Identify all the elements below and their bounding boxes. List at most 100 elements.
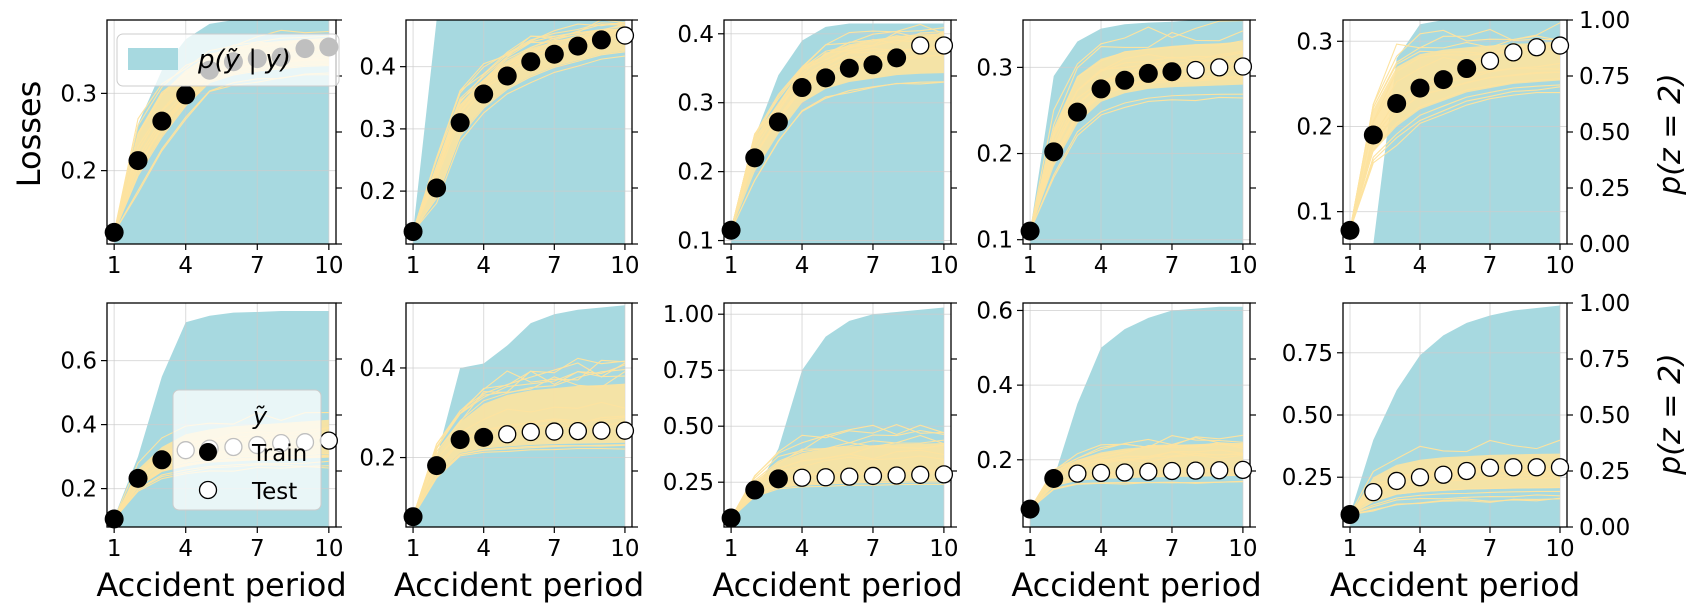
sample-path-line [1029,93,1243,232]
train-point [1387,93,1407,113]
legend-bottom-title: ỹ [252,402,268,430]
test-point [1550,36,1570,55]
test-point [1527,458,1546,477]
sample-path-line [1349,62,1561,231]
sample-path-line [730,31,944,231]
train-point [1067,102,1087,122]
right-y-tick-label: 0.25 [1579,459,1630,485]
y-tick-label: 0.6 [976,298,1013,324]
sample-path-line [1029,96,1243,232]
y-tick-label: 0.3 [359,117,396,143]
x-tick-label: 7 [250,253,265,279]
sample-path-line [1349,464,1561,515]
legend-test-label: Test [251,479,297,505]
train-point [816,68,836,88]
train-point [1138,63,1158,83]
sample-path-line [1029,437,1243,510]
train-point [1162,62,1182,82]
train-point [128,151,148,171]
y-tick-label: 0.4 [677,22,714,48]
test-point [521,422,540,442]
test-point [934,465,954,484]
x-tick-label: 10 [610,253,639,279]
test-point [1186,60,1205,80]
train-point [591,30,611,50]
y-tick-label: 0.4 [60,413,97,439]
sample-path-line [1349,473,1561,515]
x-tick-label: 10 [1228,253,1257,279]
test-point [1434,465,1453,484]
y-tick-label: 0.2 [60,159,97,185]
x-axis-label: Accident period [1330,566,1580,604]
sample-path-line [1349,35,1561,231]
train-point [450,430,470,450]
sample-path-line [1349,28,1561,231]
sample-path-line [412,401,626,517]
sample-paths-envelope [1350,41,1560,231]
x-tick-label: 7 [1483,253,1498,279]
sample-path-line [730,429,944,519]
sample-path-line [412,416,626,517]
panel-1-2: 1 4 7 10 0.25 0.50 0.75 1.00 Accident period [663,302,963,604]
sample-path-line [412,364,626,517]
legend-band-label: p(ỹ | y) [197,45,291,75]
sample-path-line [1349,78,1561,231]
sample-path-line [1349,91,1561,231]
test-point [887,466,906,485]
sample-path-line [730,444,944,519]
y-tick-label: 0.4 [976,373,1013,399]
sample-path-line [730,424,945,519]
right-y-tick-label: 0.50 [1579,403,1630,429]
right-y-tick-label: 0.75 [1579,347,1630,373]
right-y-tick-label: 0.00 [1579,515,1630,541]
sample-path-line [1029,434,1243,510]
sample-path-line [730,469,944,519]
test-point [1139,462,1158,481]
train-point [521,52,541,72]
x-tick-label: 7 [250,536,265,562]
y-tick-label: 0.4 [359,356,396,382]
test-point [592,421,611,440]
panel-0-1: 1 4 7 10 0.2 0.3 0.4 [359,19,640,279]
x-tick-label: 4 [476,536,491,562]
x-tick-label: 1 [724,253,739,279]
test-point [1480,51,1500,71]
train-point [427,178,447,198]
sample-path-line [412,359,625,517]
sample-path-line [412,28,625,232]
sample-path-line [1349,486,1561,516]
train-point [768,112,788,132]
y-tick-label: 0.1 [976,228,1013,254]
sample-path-line [730,472,944,519]
x-tick-label: 7 [866,536,881,562]
train-point [497,66,517,86]
legend-top-frame [116,33,340,87]
train-point [1020,221,1040,241]
y-tick-label: 0.1 [677,229,714,255]
legend-test-marker [198,480,218,500]
x-tick-label: 10 [929,536,958,562]
right-y-tick-label: 0.25 [1579,176,1630,202]
sample-path-line [1349,494,1561,516]
test-point [1162,461,1182,481]
train-point [1044,142,1064,162]
test-point [615,421,635,440]
train-point [152,450,172,470]
train-point [863,55,883,75]
probability-band [413,20,625,244]
test-point [1115,463,1134,482]
legend-bottom-frame [172,389,322,511]
x-tick-label: 4 [795,536,810,562]
train-point [1410,78,1430,98]
x-tick-label: 10 [610,536,639,562]
test-point [615,26,635,45]
train-point [568,36,588,56]
sample-path-line [412,421,626,517]
legend-train-label: Train [251,441,307,467]
test-point [792,468,812,487]
y-tick-label: 0.2 [1296,114,1333,140]
sample-path-line [1349,497,1561,516]
test-point [911,36,930,55]
x-tick-label: 7 [547,536,562,562]
sample-path-line [412,55,626,232]
